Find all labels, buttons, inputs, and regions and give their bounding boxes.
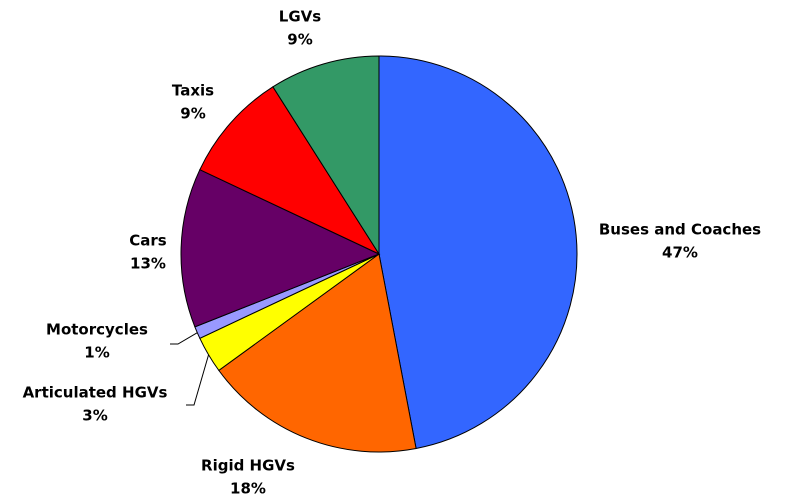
slice-percent: 1%	[84, 344, 109, 362]
slice-percent: 3%	[82, 407, 107, 425]
slice-percent: 9%	[180, 105, 205, 123]
slice-label: Cars	[129, 232, 167, 250]
pie-slice	[272, 55, 380, 256]
leader-line	[186, 354, 210, 406]
slice-label: Taxis	[172, 82, 214, 100]
pie-slice	[199, 86, 381, 256]
pie-slice	[218, 253, 417, 453]
slice-label: LGVs	[279, 8, 321, 26]
slice-percent: 47%	[662, 244, 698, 262]
slice-percent: 9%	[287, 31, 312, 49]
pie-slice	[378, 55, 578, 450]
leader-line	[170, 332, 198, 345]
slice-label: Motorcycles	[46, 321, 148, 339]
slice-percent: 18%	[230, 480, 266, 498]
slice-percent: 13%	[130, 255, 166, 273]
slice-label: Rigid HGVs	[201, 457, 295, 475]
pie-slice	[180, 169, 381, 328]
slice-label: Articulated HGVs	[23, 384, 168, 402]
slice-label: Buses and Coaches	[599, 221, 761, 239]
